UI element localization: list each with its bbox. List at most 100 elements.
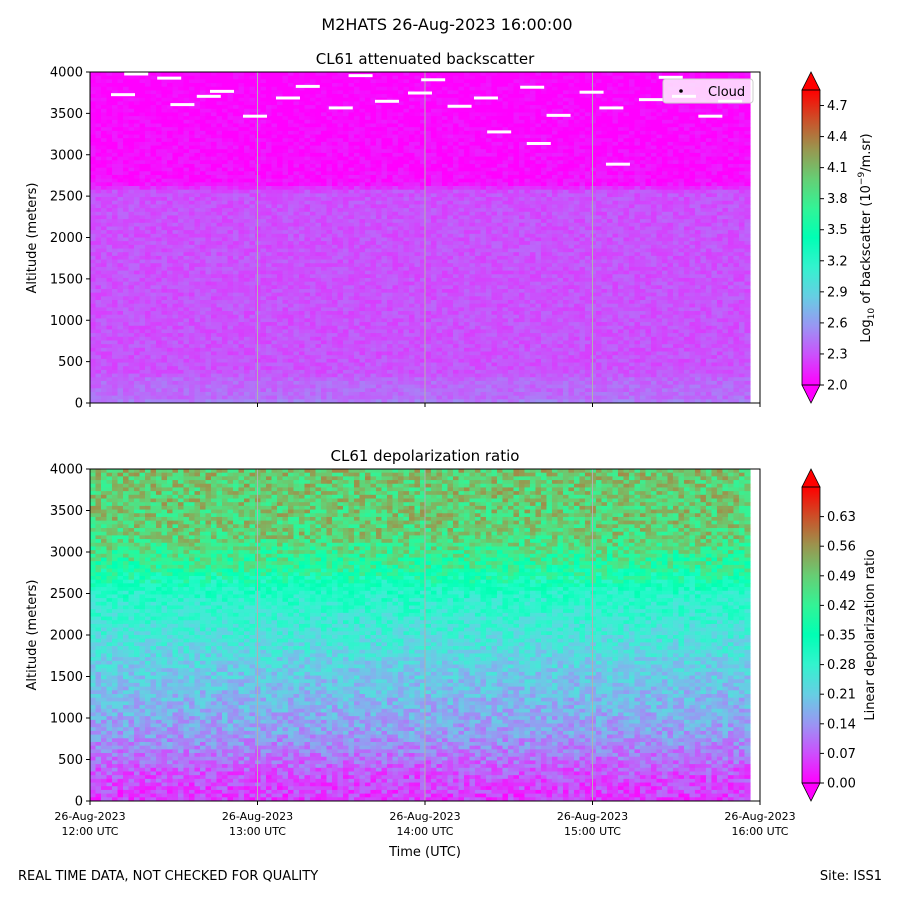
heatmap-cell [106,86,113,91]
heatmap-cell [106,138,113,143]
heatmap-cell [502,167,509,172]
heatmap-cell [243,90,251,95]
heatmap-cell [469,130,476,136]
heatmap-cell [672,156,680,161]
heatmap-cell [584,101,592,106]
heatmap-cell [694,156,702,161]
heatmap-cell [139,149,146,154]
heatmap-cell [392,178,399,183]
heatmap-cell [260,215,267,220]
heatmap-cell [161,108,168,114]
heatmap-cell [172,127,179,132]
heatmap-cell [535,134,542,139]
heatmap-cell [689,152,696,158]
heatmap-cell [139,108,146,114]
heatmap-cell [414,160,421,165]
heatmap-cell [705,75,713,80]
heatmap-cell [227,108,234,114]
heatmap-cell [320,127,328,132]
heatmap-cell [672,178,680,183]
heatmap-cell [370,182,377,187]
heatmap-cell [188,94,196,99]
heatmap-cell [227,134,234,139]
heatmap-cell [287,130,295,136]
heatmap-cell [573,149,581,154]
heatmap-cell [452,167,460,172]
heatmap-cell [249,174,256,180]
heatmap-cell [738,116,746,121]
heatmap-cell [727,215,735,220]
heatmap-cell [145,208,152,213]
heatmap-cell [348,193,355,198]
heatmap-cell [557,152,564,158]
heatmap-cell [95,101,102,106]
heatmap-cell [408,178,416,183]
heatmap-cell [623,86,630,91]
heatmap-cell [210,211,218,217]
heatmap-cell [397,215,405,220]
heatmap-cell [265,222,273,228]
heatmap-cell [353,211,361,217]
heatmap-cell [485,208,493,213]
heatmap-cell [128,134,135,139]
heatmap-cell [474,145,482,150]
heatmap-cell [243,86,251,91]
heatmap-cell [134,79,141,84]
heatmap-cell [238,75,245,80]
heatmap-cell [447,138,454,143]
heatmap-cell [502,83,509,88]
heatmap-cell [260,197,267,202]
heatmap-cell [661,72,669,77]
heatmap-cell [364,119,372,125]
heatmap-cell [326,167,333,172]
heatmap-cell [529,152,537,158]
heatmap-cell [667,215,674,220]
heatmap-cell [381,156,388,161]
heatmap-cell [694,186,702,191]
heatmap-cell [711,127,718,132]
heatmap-cell [436,186,443,191]
heatmap-cell [359,222,366,228]
heatmap-cell [95,123,102,128]
heatmap-cell [513,141,520,147]
heatmap-cell [716,72,724,77]
heatmap-cell [156,112,163,117]
heatmap-cell [95,156,102,161]
heatmap-cell [370,130,377,136]
heatmap-cell [309,105,317,110]
heatmap-cell [183,204,190,209]
heatmap-cell [535,116,542,121]
heatmap-cell [447,72,454,77]
heatmap-cell [375,72,383,77]
heatmap-cell [199,189,207,194]
heatmap-cell [568,178,575,183]
heatmap-cell [436,171,443,176]
heatmap-cell [183,186,190,191]
heatmap-cell [700,116,707,121]
heatmap-cell [183,167,190,172]
heatmap-cell [436,90,443,95]
heatmap-cell [194,119,201,125]
heatmap-cell [199,171,207,176]
heatmap-cell [458,145,465,150]
heatmap-cell [573,204,581,209]
heatmap-cell [397,182,405,187]
heatmap-cell [375,211,383,217]
heatmap-cell [337,160,344,165]
heatmap-cell [656,219,663,224]
heatmap-cell [672,119,680,125]
heatmap-cell [282,138,289,143]
heatmap-cell [95,72,102,77]
heatmap-cell [540,72,548,77]
heatmap-cell [689,145,696,150]
heatmap-cell [172,123,179,128]
heatmap-cell [667,208,674,213]
heatmap-cell [557,204,564,209]
heatmap-cell [700,189,707,194]
heatmap-cell [656,152,663,158]
heatmap-cell [128,79,135,84]
heatmap-cell [524,200,531,205]
heatmap-cell [227,83,234,88]
heatmap-cell [320,101,328,106]
heatmap-cell [205,123,212,128]
